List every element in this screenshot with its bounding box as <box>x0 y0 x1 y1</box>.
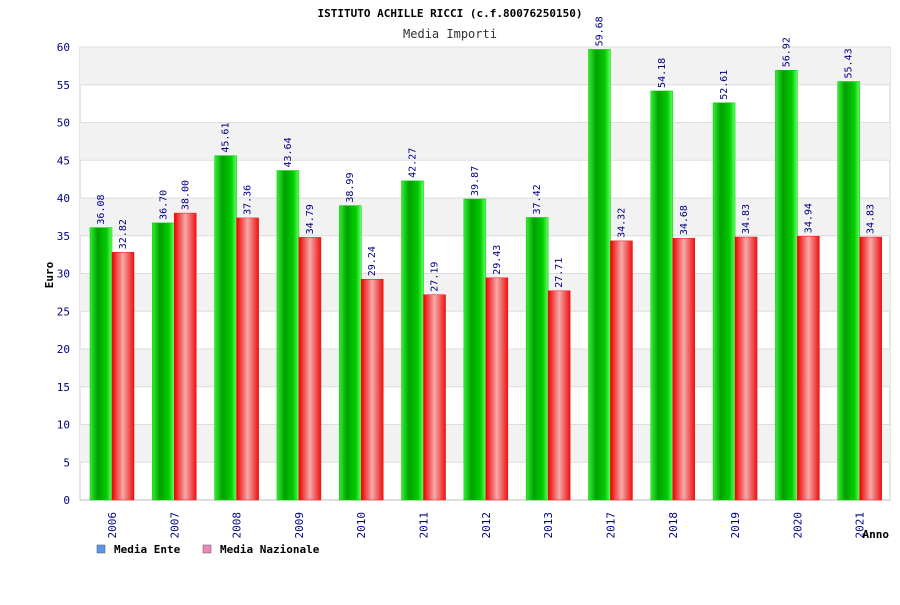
bar-media-nazionale-2021 <box>859 236 882 501</box>
value-label-media-ente-2007: 36.70 <box>158 190 169 220</box>
x-tick-label-2020: 2020 <box>791 512 804 539</box>
bar-media-nazionale-2018 <box>672 237 696 501</box>
x-axis-label: Anno <box>863 528 890 541</box>
value-label-media-nazionale-2017: 34.32 <box>616 208 627 238</box>
y-tick-label: 50 <box>57 117 70 130</box>
x-tick-label-2018: 2018 <box>667 512 680 539</box>
y-tick-label: 30 <box>57 268 70 281</box>
bar-media-nazionale-2008 <box>236 217 259 501</box>
y-tick-label: 45 <box>57 154 70 167</box>
bar-media-nazionale-2007 <box>174 212 197 501</box>
bar-media-ente-2009 <box>276 170 300 501</box>
value-label-media-nazionale-2006: 32.82 <box>118 219 129 249</box>
y-tick-label: 40 <box>57 192 70 205</box>
value-label-media-ente-2017: 59.68 <box>594 16 605 46</box>
bar-media-ente-2020 <box>775 70 798 501</box>
value-label-media-ente-2020: 56.92 <box>781 37 792 67</box>
value-label-media-nazionale-2013: 27.71 <box>554 258 565 288</box>
y-tick-label: 0 <box>63 494 70 507</box>
value-labels-group: 36.08 36.70 45.61 43.64 38.99 42.27 39.87 37.42… <box>96 16 877 291</box>
x-tick-label-2006: 2006 <box>106 512 119 539</box>
y-tick-label: 15 <box>57 381 70 394</box>
value-label-media-nazionale-2010: 29.24 <box>367 246 378 276</box>
legend-swatch-media-ente <box>96 544 106 554</box>
x-tick-label-2010: 2010 <box>355 512 368 539</box>
x-axis-ticks: 2006 2007 2008 2009 2010 2011 2012 2013 2017 2018… <box>106 512 867 539</box>
bar-media-ente-2018 <box>650 90 674 501</box>
bar-media-ente-2008 <box>214 155 237 501</box>
bar-media-ente-2006 <box>89 227 113 501</box>
x-tick-label-2013: 2013 <box>542 512 555 539</box>
bar-media-ente-2019 <box>712 102 736 501</box>
value-label-media-ente-2019: 52.61 <box>719 70 730 100</box>
bar-media-ente-2011 <box>401 180 424 501</box>
bar-media-nazionale-2013 <box>547 290 571 501</box>
value-label-media-nazionale-2007: 38.00 <box>180 180 191 210</box>
x-tick-label-2021: 2021 <box>854 512 867 539</box>
value-label-media-ente-2010: 38.99 <box>345 173 356 203</box>
y-tick-label: 35 <box>57 230 70 243</box>
value-label-media-nazionale-2019: 34.83 <box>741 204 752 234</box>
x-tick-label-2012: 2012 <box>480 512 493 539</box>
bar-media-nazionale-2020 <box>797 235 820 501</box>
value-label-media-nazionale-2018: 34.68 <box>679 205 690 235</box>
value-label-media-ente-2012: 39.87 <box>470 166 481 196</box>
value-label-media-ente-2009: 43.64 <box>283 137 294 167</box>
x-tick-label-2008: 2008 <box>231 512 244 539</box>
value-label-media-nazionale-2021: 34.83 <box>866 204 877 234</box>
value-label-media-nazionale-2012: 29.43 <box>492 245 503 275</box>
chart-title: ISTITUTO ACHILLE RICCI (c.f.80076250150) <box>318 7 583 20</box>
bar-media-ente-2013 <box>525 217 549 501</box>
y-tick-label: 25 <box>57 305 70 318</box>
x-tick-label-2011: 2011 <box>418 512 431 539</box>
value-label-media-ente-2011: 42.27 <box>408 148 419 178</box>
bar-media-ente-2010 <box>338 205 362 501</box>
x-tick-label-2007: 2007 <box>168 512 181 539</box>
grid-band <box>80 47 890 85</box>
bar-media-nazionale-2019 <box>734 236 758 501</box>
grid-band <box>80 122 890 161</box>
value-label-media-ente-2008: 45.61 <box>221 123 232 153</box>
value-label-media-nazionale-2009: 34.79 <box>305 204 316 234</box>
legend-swatch-media-nazionale <box>202 544 212 554</box>
legend: Media Ente Media Nazionale <box>96 543 320 556</box>
bars-group <box>89 49 882 501</box>
x-tick-label-2009: 2009 <box>293 512 306 539</box>
bar-media-nazionale-2006 <box>111 251 135 501</box>
legend-label-media-ente: Media Ente <box>114 543 181 556</box>
value-label-media-ente-2021: 55.43 <box>844 48 855 78</box>
x-tick-label-2019: 2019 <box>729 512 742 539</box>
bar-media-nazionale-2009 <box>298 237 322 501</box>
value-label-media-ente-2006: 36.08 <box>96 194 107 224</box>
y-tick-label: 60 <box>57 41 70 54</box>
y-tick-label: 5 <box>63 456 70 469</box>
value-label-media-nazionale-2011: 27.19 <box>430 262 441 292</box>
bar-media-nazionale-2011 <box>423 294 446 501</box>
bar-media-ente-2012 <box>463 198 487 501</box>
value-label-media-nazionale-2008: 37.36 <box>243 185 254 215</box>
y-tick-label: 55 <box>57 79 70 92</box>
y-tick-label: 10 <box>57 419 70 432</box>
value-label-media-nazionale-2020: 34.94 <box>803 203 814 233</box>
value-label-media-ente-2018: 54.18 <box>657 58 668 88</box>
bar-media-nazionale-2017 <box>610 240 633 501</box>
value-label-media-ente-2013: 37.42 <box>532 184 543 214</box>
x-tick-label-2017: 2017 <box>604 512 617 539</box>
bar-media-nazionale-2010 <box>360 278 384 501</box>
bar-media-ente-2017 <box>588 49 611 501</box>
bar-media-nazionale-2012 <box>485 277 509 501</box>
bar-media-ente-2007 <box>152 222 175 501</box>
legend-label-media-nazionale: Media Nazionale <box>220 543 320 556</box>
bar-media-ente-2021 <box>837 81 860 501</box>
y-tick-label: 20 <box>57 343 70 356</box>
y-axis-label: Euro <box>43 261 56 288</box>
y-axis-ticks: 0 5 10 15 20 25 30 35 40 45 50 55 60 <box>57 41 70 507</box>
chart-subtitle: Media Importi <box>403 27 497 41</box>
